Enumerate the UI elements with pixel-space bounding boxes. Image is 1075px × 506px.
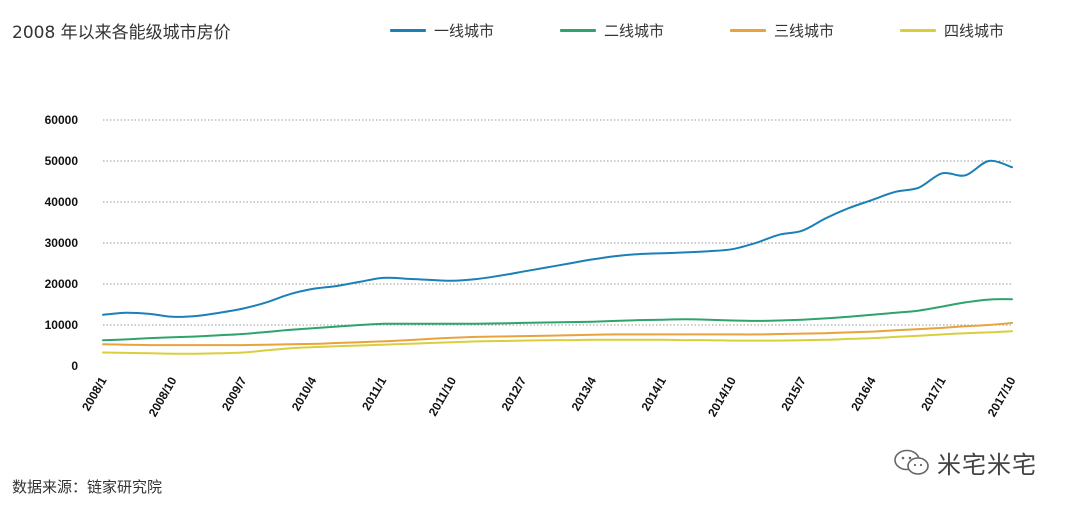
y-tick-label: 20000 [45,277,79,291]
legend-swatch [390,29,426,32]
x-tick-label: 2008/1 [79,374,110,413]
y-tick-label: 0 [71,359,78,373]
x-tick-label: 2016/4 [848,374,879,413]
x-tick-label: 2017/10 [985,374,1019,419]
watermark: 米宅米宅 [893,445,1037,480]
data-source-note: 数据来源：链家研究院 [12,478,163,496]
legend-swatch [730,29,766,32]
x-tick-label: 2011/10 [426,374,460,418]
wechat-icon [894,449,929,475]
legend-item: 二线城市 [560,20,730,41]
y-tick-label: 60000 [45,113,79,127]
chart-title: 2008 年以来各能级城市房价 [12,23,231,43]
legend-item: 三线城市 [730,20,900,41]
legend-label: 二线城市 [604,22,665,40]
legend-label: 一线城市 [434,22,495,40]
x-tick-label: 2010/4 [289,374,320,413]
legend-label: 三线城市 [774,22,835,40]
y-tick-label: 50000 [45,154,79,168]
legend-label: 四线城市 [944,22,1005,40]
x-tick-label: 2012/7 [499,374,530,413]
legend-swatch [900,29,936,32]
watermark-text: 米宅米宅 [937,451,1037,479]
legend-item: 一线城市 [390,20,560,41]
x-axis-ticks: 2008/1 2008/10 2009/7 2010/4 2011/1 2011/10 20… [79,374,1019,419]
y-tick-label: 40000 [45,195,79,209]
x-tick-label: 2017/1 [918,374,949,413]
series-line-1 [102,159,1013,318]
x-tick-label: 2011/1 [359,374,389,412]
x-tick-label: 2013/4 [569,374,600,413]
legend-item: 四线城市 [900,20,1070,41]
series-lines [102,159,1013,355]
y-tick-label: 10000 [45,318,79,332]
chart-legend: 一线城市 二线城市 三线城市 四线城市 [390,20,1070,41]
series-line-2 [102,298,1013,342]
y-tick-label: 30000 [45,236,79,250]
grid-lines [103,119,1012,326]
series-line-4 [102,330,1013,355]
x-tick-label: 2009/7 [219,374,250,413]
x-tick-label: 2008/10 [146,374,180,419]
legend-swatch [560,29,596,32]
x-tick-label: 2015/7 [778,374,809,413]
y-axis-ticks: 0 10000 20000 30000 40000 50000 60000 [45,113,79,373]
x-tick-label: 2014/1 [639,374,670,413]
x-tick-label: 2014/10 [705,374,739,419]
series-line-3 [102,321,1013,347]
